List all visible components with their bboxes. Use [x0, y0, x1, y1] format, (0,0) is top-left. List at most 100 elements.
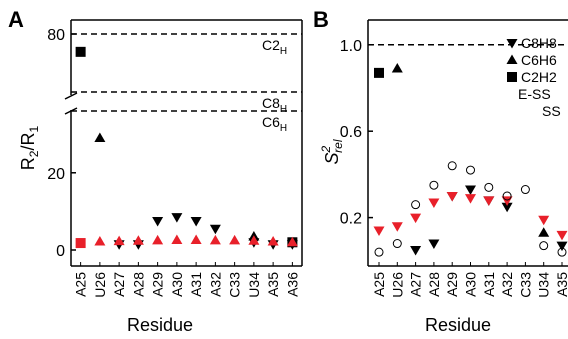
data-point	[373, 226, 385, 237]
data-point	[171, 234, 183, 244]
reference-line-label: C6H	[262, 114, 287, 134]
data-point	[374, 247, 384, 257]
data-point	[248, 235, 260, 245]
x-tick-label: A35	[265, 272, 281, 297]
panel-b-data-points	[373, 63, 568, 257]
x-tick-label: A31	[188, 272, 204, 297]
data-point	[557, 247, 567, 257]
legend-label: SS	[542, 103, 561, 119]
data-point	[152, 234, 164, 245]
panel-b-ticks: 0.2 0.6 1.0	[340, 38, 373, 228]
data-point	[520, 185, 530, 195]
y-tick-label: 0.2	[340, 211, 362, 228]
legend-label: C6H6	[521, 52, 557, 68]
data-point	[538, 227, 550, 237]
data-point	[411, 200, 421, 210]
x-tick-label: A25	[371, 272, 387, 297]
x-tick-label: C33	[517, 272, 533, 298]
panel-a-axes	[64, 19, 303, 267]
data-point	[502, 191, 512, 201]
y-tick-label: 0	[56, 243, 65, 260]
x-tick-label: A32	[499, 272, 515, 297]
y-tick-label: 0.6	[340, 124, 362, 141]
data-point	[410, 213, 422, 224]
data-point	[132, 235, 144, 245]
x-tick-label: A25	[73, 272, 89, 297]
data-point	[410, 246, 422, 256]
panel-a-x-axis-label: Residue	[127, 315, 193, 335]
panel-b: B S2rel Residue 0.2 0.6 1.0 A25 U26 A27 A28 A2…	[313, 7, 568, 335]
x-tick-label: U34	[246, 272, 262, 298]
data-point	[466, 165, 475, 175]
y-tick-label: 20	[47, 166, 65, 183]
data-point	[465, 194, 476, 204]
data-point	[556, 230, 568, 241]
data-point	[501, 202, 513, 213]
data-point	[209, 224, 221, 235]
data-point	[75, 238, 86, 249]
x-tick-label: A35	[554, 272, 568, 297]
panel-a-ticks: 0 20 80	[47, 27, 76, 260]
panel-b-x-axis-label: Residue	[425, 315, 491, 335]
legend-label: C2H2	[521, 69, 557, 85]
x-tick-label: U34	[536, 272, 552, 298]
data-point	[190, 217, 202, 227]
data-point	[465, 185, 476, 196]
data-point	[429, 180, 439, 190]
panel-b-label: B	[313, 7, 329, 32]
data-point	[113, 235, 125, 246]
data-point	[374, 67, 384, 78]
data-point	[190, 234, 202, 244]
data-point	[428, 239, 440, 250]
legend-label: E-SS	[518, 86, 551, 102]
panel-a-label: A	[8, 7, 24, 32]
y-label-s: S	[322, 153, 342, 165]
x-tick-label: A27	[111, 272, 127, 297]
y-label-slash: /R	[18, 132, 38, 150]
legend-marker	[507, 72, 517, 82]
data-point	[94, 236, 106, 246]
data-point	[447, 161, 457, 171]
x-tick-label: A28	[426, 272, 442, 297]
panel-b-x-tick-labels: A25 U26 A27 A28 A29 A30 A31 A32 C33 U34 A35	[371, 262, 568, 298]
legend-marker	[506, 54, 518, 64]
data-point	[75, 46, 86, 57]
y-label-r1-sub: 1	[27, 126, 41, 133]
x-tick-label: A36	[284, 272, 300, 297]
data-point	[446, 192, 458, 202]
panel-b-y-axis-label: S2rel	[319, 139, 345, 164]
data-point	[428, 198, 440, 208]
data-point	[392, 239, 402, 249]
panel-a-y-axis-label: R2/R1	[18, 126, 41, 171]
y-label-sub: rel	[331, 139, 345, 153]
legend-label: C8H8	[521, 35, 557, 51]
x-tick-label: A30	[463, 272, 479, 297]
reference-line-label: C8H	[262, 95, 287, 115]
y-label-sup: 2	[319, 146, 333, 154]
y-label-r2-sub: 2	[27, 150, 41, 157]
x-tick-label: A31	[481, 272, 497, 297]
reference-line-label: C2H	[262, 37, 287, 57]
x-tick-label: U26	[389, 272, 405, 298]
x-tick-label: A30	[169, 272, 185, 297]
y-label-r2: R	[18, 157, 38, 170]
data-point	[209, 234, 221, 245]
data-point	[171, 213, 183, 223]
y-tick-label: 1.0	[340, 38, 362, 55]
x-tick-label: C33	[227, 272, 243, 298]
data-point	[94, 132, 106, 143]
data-point	[267, 236, 279, 246]
x-tick-label: A27	[408, 272, 424, 297]
data-point	[484, 182, 494, 192]
data-point	[556, 241, 568, 252]
x-tick-label: A32	[207, 272, 223, 297]
data-point	[539, 241, 549, 251]
legend-marker	[506, 39, 518, 49]
data-point	[391, 63, 403, 73]
x-tick-label: A29	[444, 272, 460, 297]
data-point	[483, 196, 495, 206]
